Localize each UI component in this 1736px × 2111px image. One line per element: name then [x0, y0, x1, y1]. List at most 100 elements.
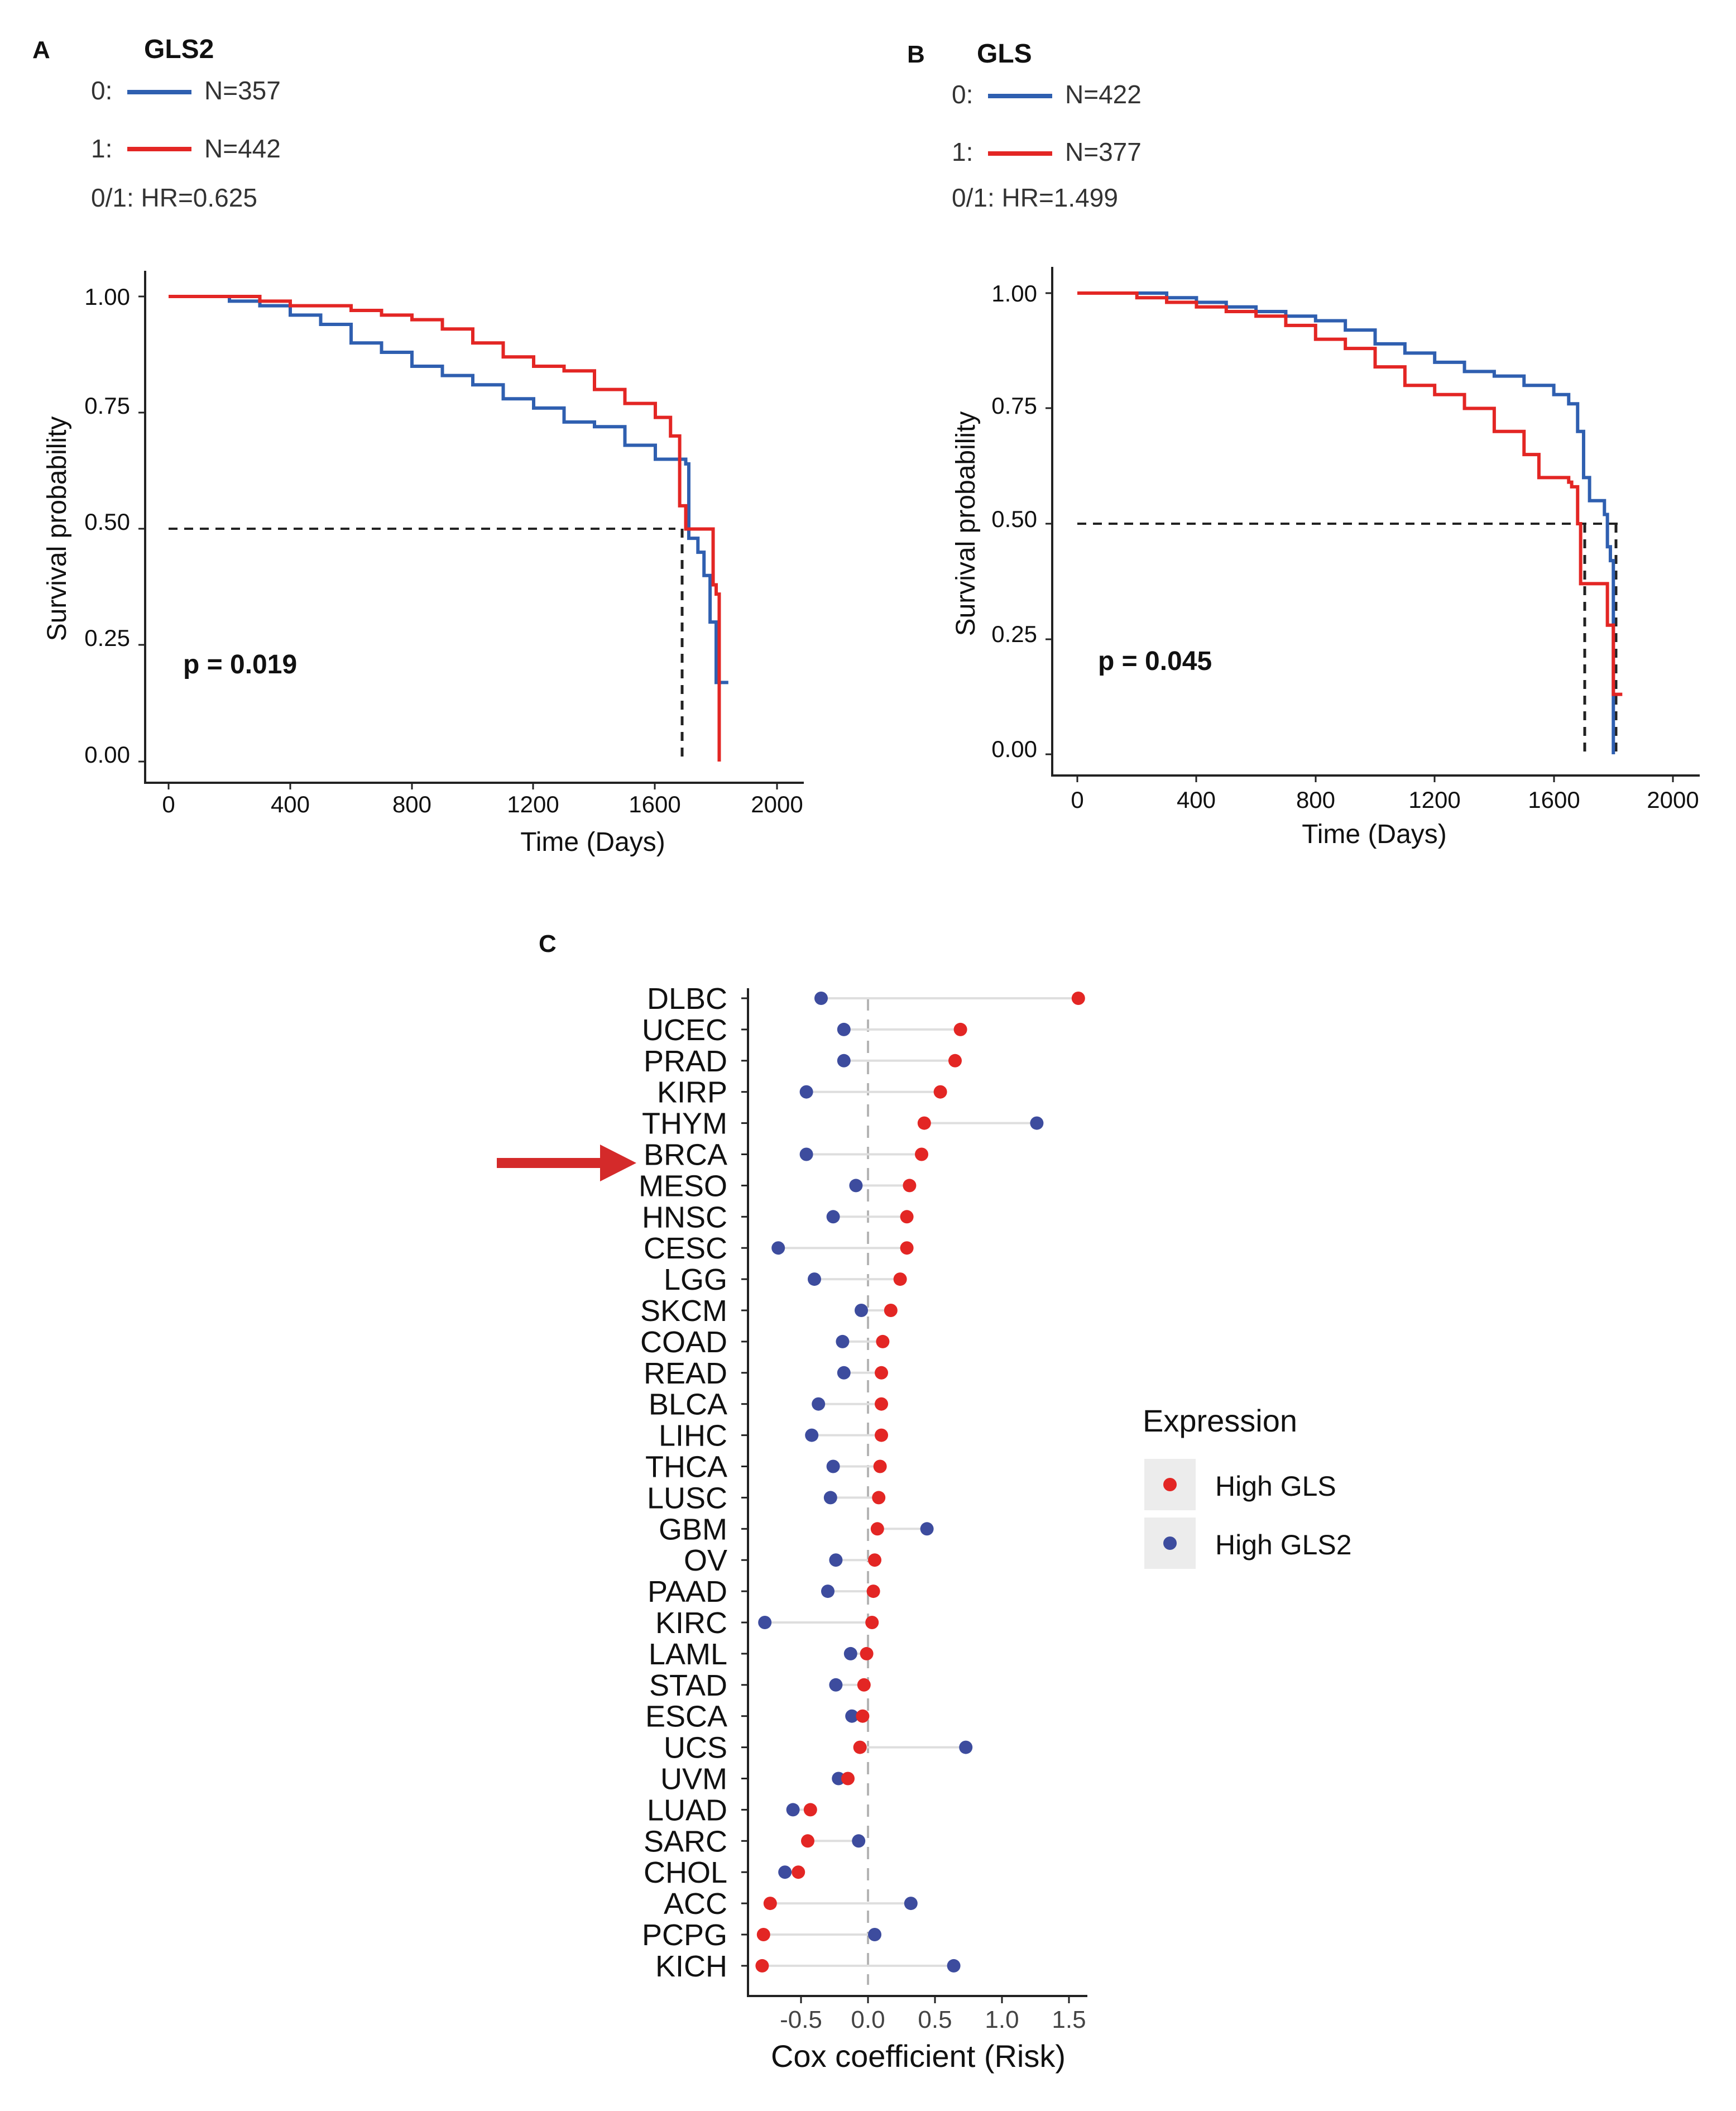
category-label-pcpg: PCPG — [642, 1918, 727, 1952]
category-label-uvm: UVM — [660, 1763, 727, 1796]
category-label-brca: BRCA — [644, 1138, 727, 1172]
panel-a-xtick-label: 800 — [392, 791, 431, 817]
panel-c-xtick-label: 1.0 — [985, 2006, 1019, 2033]
point-high-gls2-lusc — [823, 1491, 837, 1505]
point-high-gls2-brca — [799, 1147, 813, 1161]
point-high-gls2-pcpg — [868, 1928, 881, 1941]
category-label-ov: OV — [684, 1544, 727, 1577]
point-high-gls2-hnsc — [826, 1210, 840, 1224]
point-high-gls2-kirc — [758, 1616, 772, 1629]
panel-b-xtick-label: 400 — [1177, 787, 1216, 813]
panel-a-xtick-label: 2000 — [751, 791, 803, 817]
panel-a-curves — [169, 295, 728, 762]
point-high-gls-cesc — [900, 1241, 914, 1255]
point-high-gls-kirc — [865, 1616, 879, 1629]
point-high-gls-skcm — [884, 1304, 898, 1317]
legend-dot-high-gls2 — [1163, 1536, 1177, 1550]
panel-a-ytick-label: 0.25 — [84, 625, 130, 651]
legend-label-high-gls: High GLS — [1215, 1471, 1336, 1502]
point-high-gls2-ucs — [959, 1740, 973, 1754]
category-label-ucec: UCEC — [642, 1013, 727, 1047]
panel-a-xticks: 0 400 800 1200 1600 2000 — [162, 783, 803, 817]
panel-c-points — [755, 992, 1085, 1973]
point-high-gls2-read — [837, 1366, 851, 1380]
point-high-gls2-esca — [845, 1709, 859, 1723]
point-high-gls-lihc — [875, 1428, 888, 1442]
arrow-shaft — [497, 1158, 608, 1168]
category-label-thca: THCA — [645, 1451, 727, 1484]
point-high-gls2-ov — [829, 1553, 843, 1567]
point-high-gls2-acc — [904, 1897, 918, 1911]
panel-a-ytick-label: 0.75 — [84, 392, 130, 419]
panel-b-xtick-label: 800 — [1296, 787, 1335, 813]
point-high-gls-lgg — [893, 1272, 907, 1286]
panel-a-legend-label-1: N=442 — [204, 134, 281, 163]
panel-b-gene-title: GLS — [977, 39, 1032, 69]
point-high-gls-pcpg — [756, 1928, 770, 1941]
legend-title: Expression — [1143, 1403, 1297, 1438]
panel-b-axes — [1051, 267, 1700, 777]
panel-b-xtick-label: 0 — [1071, 787, 1083, 813]
panel-b-ytick-label: 0.25 — [991, 621, 1037, 647]
point-high-gls2-sarc — [852, 1834, 866, 1848]
category-label-acc: ACC — [664, 1887, 727, 1921]
point-high-gls2-chol — [778, 1865, 792, 1879]
panel-b-ytick-label: 0.00 — [991, 736, 1037, 762]
panel-a: A GLS2 0: N=357 1: N=442 0/1: HR=0.625 1… — [32, 35, 804, 857]
point-high-gls2-lgg — [808, 1272, 821, 1286]
panel-a-legend-key-0: 0: — [91, 76, 112, 105]
point-high-gls2-paad — [821, 1585, 835, 1598]
category-label-lgg: LGG — [664, 1263, 727, 1296]
panel-b-legend-label-1: N=377 — [1065, 137, 1142, 166]
category-label-chol: CHOL — [644, 1856, 727, 1889]
point-high-gls2-luad — [786, 1803, 800, 1817]
point-high-gls-hnsc — [900, 1210, 914, 1224]
category-label-lihc: LIHC — [659, 1419, 727, 1453]
point-high-gls-esca — [856, 1709, 870, 1723]
point-high-gls2-skcm — [855, 1304, 868, 1317]
category-label-hnsc: HNSC — [642, 1200, 727, 1234]
panel-b-hr-text: 0/1: HR=1.499 — [952, 183, 1118, 212]
category-label-gbm: GBM — [659, 1512, 727, 1546]
point-high-gls2-thca — [826, 1459, 840, 1473]
point-high-gls2-kich — [947, 1959, 961, 1973]
point-high-gls2-cesc — [771, 1241, 785, 1255]
panel-b-ylabel: Survival probability — [951, 411, 981, 636]
category-label-coad: COAD — [640, 1325, 727, 1359]
panel-a-letter: A — [32, 36, 50, 64]
point-high-gls-uvm — [841, 1772, 855, 1786]
legend-label-high-gls2: High GLS2 — [1215, 1529, 1352, 1560]
panel-b-xticks: 0 400 800 1200 1600 2000 — [1071, 776, 1699, 813]
panel-b-letter: B — [907, 41, 925, 68]
category-label-kirc: KIRC — [655, 1606, 727, 1640]
point-high-gls2-kirp — [799, 1085, 813, 1099]
point-high-gls-gbm — [870, 1522, 884, 1536]
point-high-gls-thca — [873, 1459, 887, 1473]
point-high-gls-ucs — [853, 1740, 867, 1754]
panel-b-ytick-label: 0.75 — [991, 392, 1037, 419]
point-high-gls-read — [875, 1366, 888, 1380]
point-high-gls-thym — [917, 1116, 931, 1130]
point-high-gls-kirp — [933, 1085, 947, 1099]
point-high-gls-chol — [792, 1865, 805, 1879]
category-label-kich: KICH — [655, 1950, 727, 1983]
panel-a-ytick-label: 1.00 — [84, 284, 130, 310]
panel-b-xtick-label: 2000 — [1647, 787, 1699, 813]
panel-c-letter: C — [539, 930, 557, 958]
category-label-thym: THYM — [642, 1107, 727, 1141]
point-high-gls2-lihc — [805, 1428, 819, 1442]
point-high-gls-stad — [857, 1678, 871, 1692]
panel-c-xtick-label: 1.5 — [1052, 2006, 1086, 2033]
category-label-dlbc: DLBC — [647, 982, 727, 1016]
panel-a-gene-title: GLS2 — [144, 35, 214, 64]
panel-c-xtick-label: -0.5 — [780, 2006, 822, 2033]
point-high-gls2-ucec — [837, 1022, 851, 1036]
point-high-gls2-coad — [836, 1334, 850, 1348]
panel-a-axes — [144, 271, 804, 784]
point-high-gls2-laml — [843, 1646, 857, 1660]
point-high-gls-coad — [876, 1334, 890, 1348]
point-high-gls-acc — [763, 1897, 777, 1911]
panel-c-axes — [747, 988, 1087, 1997]
panel-c-xtick-label: 0.0 — [851, 2006, 885, 2033]
